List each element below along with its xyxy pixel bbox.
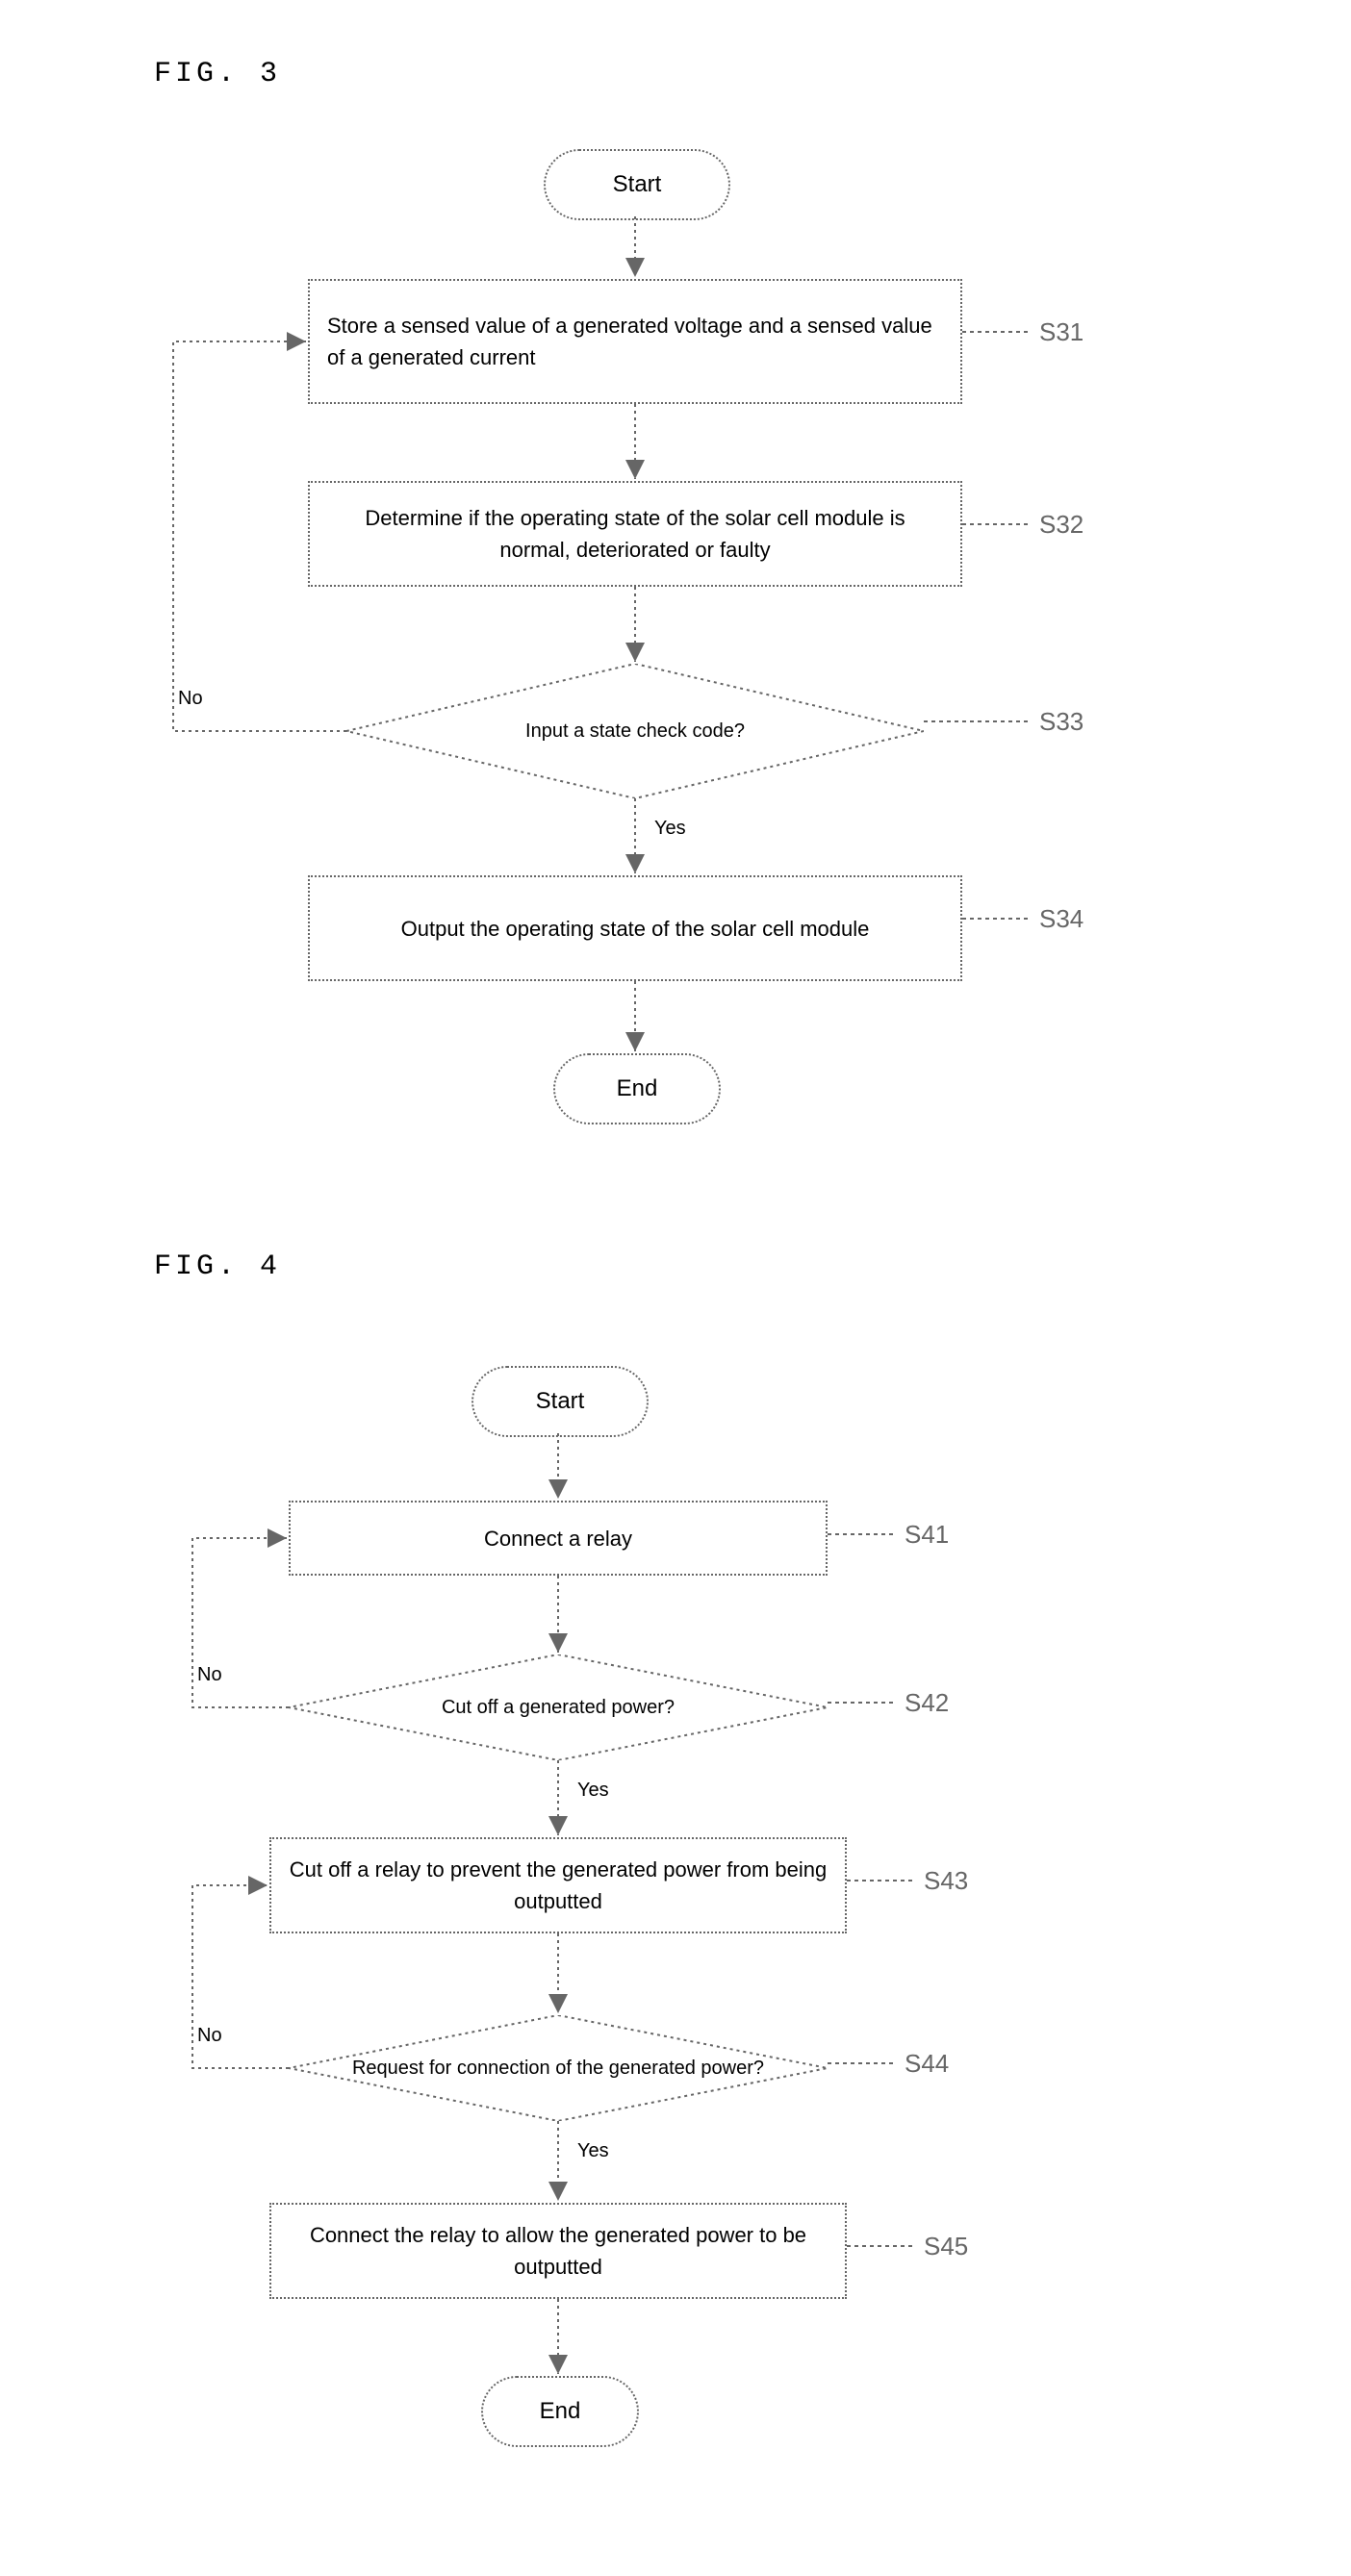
fig4-s42-tag: S42 [905,1688,949,1718]
page: FIG. 3 Start Store a sensed value of a g… [0,0,1351,2576]
fig4-no1-label: No [197,1664,222,1686]
fig4-s41-tag: S41 [905,1520,949,1550]
fig4-no2-label: No [197,2025,222,2047]
fig4-s43-tag: S43 [924,1866,968,1896]
fig4-arrows [0,0,1351,2576]
fig4-s44-tag: S44 [905,2049,949,2079]
fig4-yes1-label: Yes [577,1780,609,1802]
fig4-s45-tag: S45 [924,2232,968,2261]
fig4-yes2-label: Yes [577,2140,609,2162]
